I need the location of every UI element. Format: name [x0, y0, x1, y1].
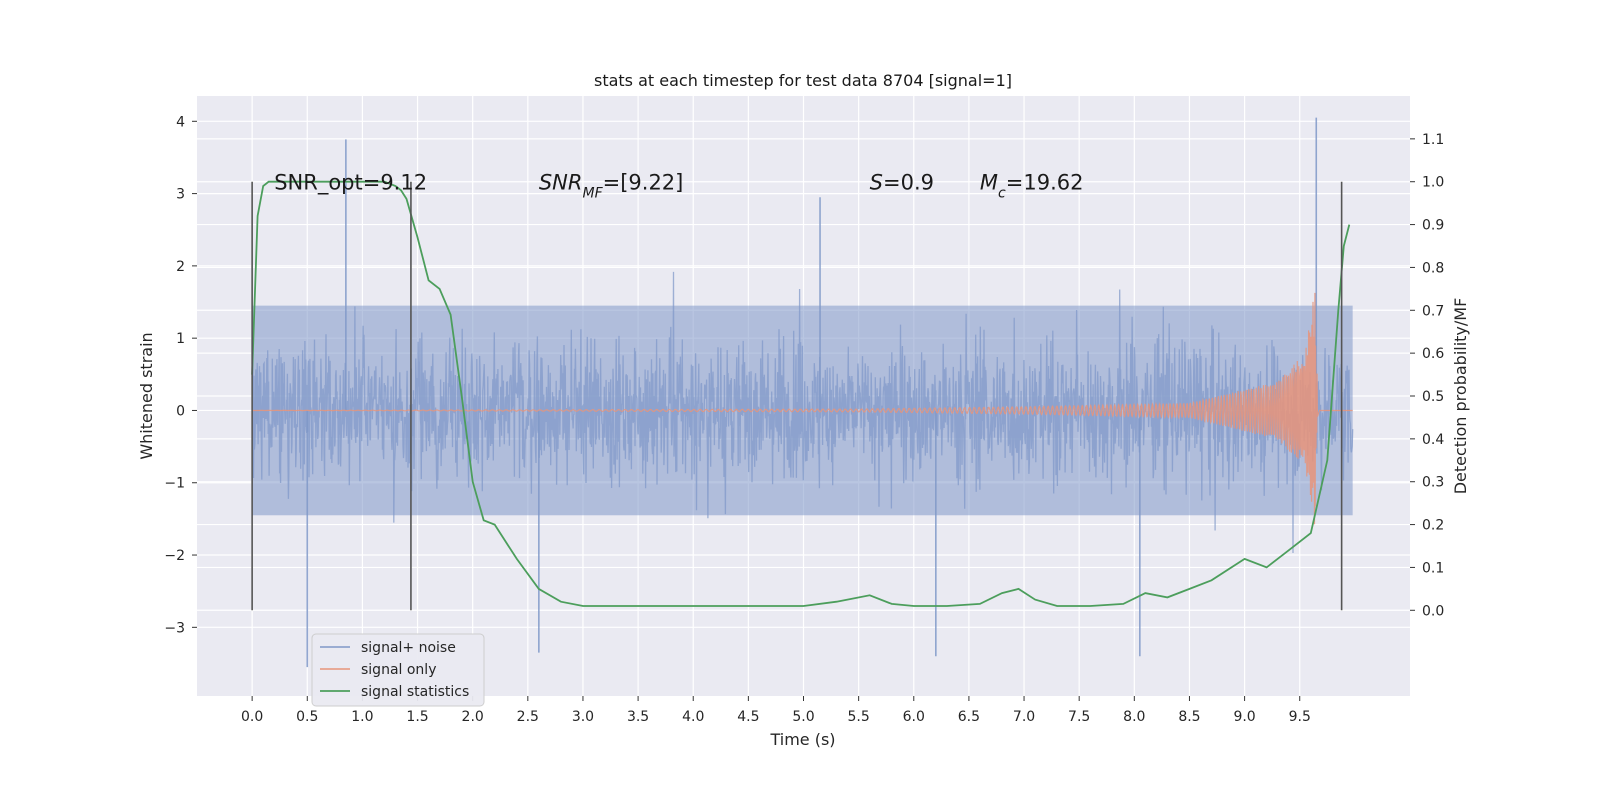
x-tick-label: 5.5 [848, 709, 870, 725]
y-right-tick-label: 0.0 [1422, 603, 1444, 619]
y-right-tick-label: 0.4 [1422, 432, 1444, 448]
x-tick-label: 3.5 [627, 709, 649, 725]
x-tick-label: 9.5 [1289, 709, 1311, 725]
x-tick-label: 1.0 [351, 709, 373, 725]
legend-label-signal-noise: signal+ noise [361, 640, 456, 656]
y-left-tick-label: −2 [164, 548, 185, 564]
annotation-text: SNRMF=[9.22] [539, 171, 684, 202]
y-right-tick-label: 1.0 [1422, 175, 1444, 191]
y-right-tick-label: 0.5 [1422, 389, 1444, 405]
x-tick-label: 4.0 [682, 709, 704, 725]
legend-box [311, 633, 485, 707]
signal-only-line [252, 292, 1353, 525]
x-tick-label: 2.0 [462, 709, 484, 725]
signal-statistics-line [251, 180, 1351, 607]
legend: signal+ noise signal only signal statist… [311, 633, 485, 707]
legend-label-signal-statistics: signal statistics [361, 684, 469, 700]
y-left-tick-label: 4 [176, 114, 185, 130]
y-left-tick-label: 0 [176, 403, 185, 419]
y-right-tick-label: 0.1 [1422, 560, 1444, 576]
y-left-tick-label: −3 [164, 620, 185, 636]
y-right-tick-label: 0.8 [1422, 260, 1444, 276]
marker-lines [251, 181, 1343, 611]
x-tick-label: 1.5 [406, 709, 428, 725]
x-tick-label: 0.5 [296, 709, 318, 725]
y-right-tick-label: 1.1 [1422, 132, 1444, 148]
y-axis-left-label: Whitened strain [137, 332, 156, 459]
y-axis-right-label: Detection probability/MF [1451, 298, 1470, 495]
x-tick-label: 8.5 [1178, 709, 1200, 725]
signal-statistics-series [251, 180, 1351, 607]
chart-title: stats at each timestep for test data 870… [594, 71, 1012, 90]
y-right-tick-label: 0.3 [1422, 475, 1444, 491]
legend-label-signal-only: signal only [361, 662, 436, 678]
y-right-tick-label: 0.7 [1422, 303, 1444, 319]
x-tick-label: 2.5 [517, 709, 539, 725]
annotation-text: S=0.9 [870, 171, 934, 195]
x-tick-label: 3.0 [572, 709, 594, 725]
x-tick-label: 6.5 [958, 709, 980, 725]
y-left-tick-label: −1 [164, 476, 185, 492]
x-tick-label: 5.0 [792, 709, 814, 725]
y-right-tick-label: 0.9 [1422, 218, 1444, 234]
x-tick-label: 4.5 [737, 709, 759, 725]
y-axis-right-ticks: 1.1 1.0 0.9 0.8 0.7 0.6 0.5 0.4 0.3 0.2 0.1 0.0 [1410, 132, 1444, 619]
y-right-tick-label: 0.2 [1422, 518, 1444, 534]
x-tick-label: 6.0 [903, 709, 925, 725]
x-tick-label: 0.0 [241, 709, 263, 725]
annotations: SNR_opt=9.12 SNRMF=[9.22] S=0.9 Mc=19.62 [274, 171, 1083, 202]
x-tick-label: 8.0 [1123, 709, 1145, 725]
y-axis-left-ticks: 4 3 2 1 0 −1 −2 −3 [164, 114, 197, 636]
y-left-tick-label: 2 [176, 259, 185, 275]
x-tick-label: 7.5 [1068, 709, 1090, 725]
x-axis-label: Time (s) [769, 730, 835, 749]
annotation-text: Mc=19.62 [980, 171, 1084, 202]
x-tick-label: 7.0 [1013, 709, 1035, 725]
x-tick-label: 9.0 [1233, 709, 1255, 725]
annotation-text: SNR_opt=9.12 [274, 171, 427, 196]
signal-only-series [252, 292, 1353, 525]
y-left-tick-label: 1 [176, 331, 185, 347]
y-right-tick-label: 0.6 [1422, 346, 1444, 362]
y-left-tick-label: 3 [176, 187, 185, 203]
x-axis-ticks: 0.0 0.5 1.0 1.5 2.0 2.5 3.0 3.5 4.0 4.5 5.0 5.5 6.0 6… [241, 696, 1311, 725]
